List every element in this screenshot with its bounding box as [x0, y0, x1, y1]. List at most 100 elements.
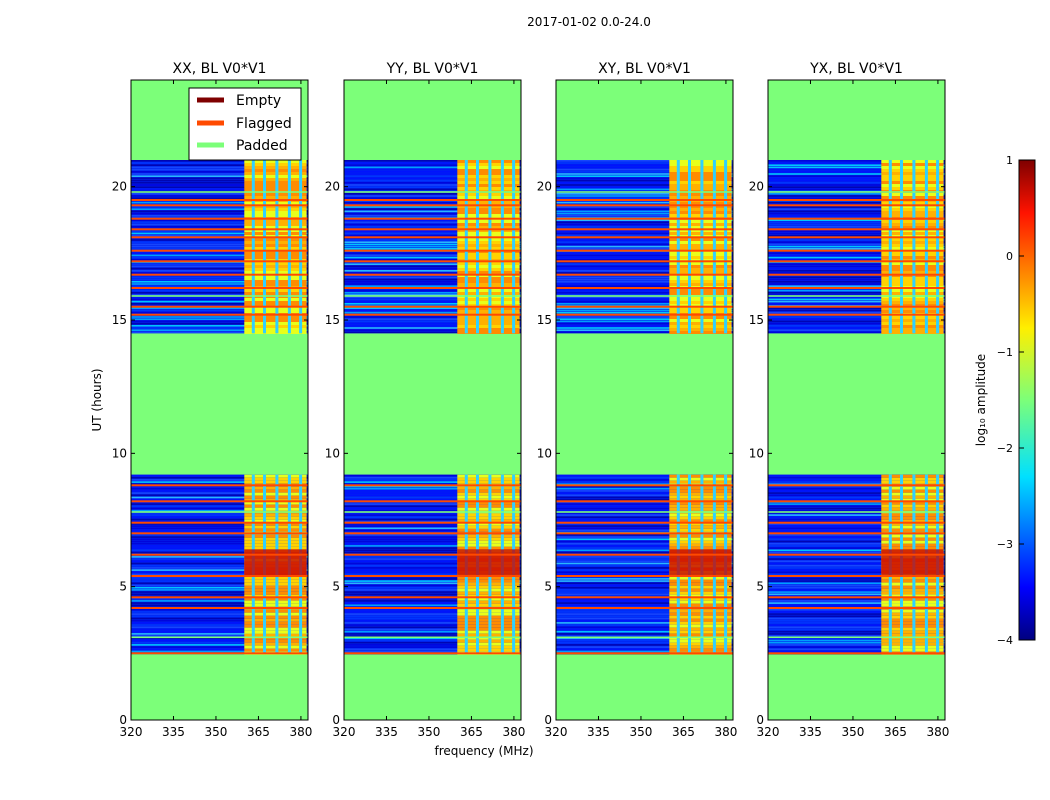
spectrum-row — [556, 256, 733, 259]
spectrum-row — [131, 182, 308, 184]
spectrum-row — [768, 628, 945, 631]
padded-row — [344, 511, 521, 513]
spectrum-row — [131, 197, 308, 199]
flagged-row — [131, 521, 308, 524]
spectrum-row — [344, 558, 521, 560]
spectrum-row — [556, 628, 733, 631]
padded-row — [344, 295, 521, 297]
flagged-row — [768, 500, 945, 503]
spectrum-row — [556, 602, 733, 604]
flagged-row — [344, 313, 521, 316]
flagged-row — [768, 273, 945, 276]
y-tick-label: 5 — [119, 580, 127, 594]
spectrum-row — [768, 562, 945, 565]
spectrum-row — [344, 263, 521, 265]
spectrum-row — [131, 256, 308, 259]
spectrum-row — [131, 243, 308, 246]
flagged-row — [344, 228, 521, 231]
rfi-channel-stripe — [712, 160, 716, 334]
spectrum-row — [768, 188, 945, 191]
panel-yy: YY, BL V0*V1 320 335 350 365 380 0 5 10 15 20 — [325, 61, 526, 739]
flagged-row — [556, 652, 733, 655]
spectrum-row — [131, 296, 308, 298]
padded-row — [344, 191, 521, 193]
spectrum-row — [556, 494, 733, 497]
spectrum-row — [131, 474, 308, 477]
spectrum-row — [344, 624, 521, 626]
spectrum-row — [768, 545, 945, 547]
spectrum-row — [131, 498, 308, 501]
panel-frame — [555, 79, 734, 721]
flagged-row — [344, 484, 521, 487]
spectrum-row — [768, 589, 945, 591]
spectrum-row — [344, 259, 521, 261]
spectrum-row — [344, 639, 521, 642]
spectrum-row — [768, 221, 945, 224]
y-tick-label: 20 — [749, 180, 764, 194]
flagged-row — [344, 575, 521, 577]
flagged-row — [556, 607, 733, 609]
spectrum-row — [768, 327, 945, 329]
legend: Empty Flagged Padded — [188, 87, 302, 161]
spectrum-row — [344, 320, 521, 323]
flagged-row — [131, 596, 308, 599]
spectrum-row — [131, 630, 308, 633]
y-tick-label: 20 — [325, 180, 340, 194]
flagged-row — [344, 204, 521, 207]
flagged-row — [556, 484, 733, 487]
spectrum-row — [768, 171, 945, 173]
spectrum-row — [556, 527, 733, 530]
rfi-strong-region — [457, 549, 520, 576]
spectrum-row — [344, 622, 521, 624]
spectrum-row — [131, 292, 308, 294]
spectrum-row — [556, 584, 733, 587]
rfi-channel-stripe — [500, 160, 504, 334]
spectrum-row — [768, 239, 945, 241]
spectrum-row — [131, 571, 308, 574]
spectrum-row — [344, 182, 521, 184]
spectrum-row — [344, 611, 521, 613]
spectrum-row — [344, 303, 521, 305]
spectrum-row — [768, 276, 945, 279]
spectrum-row — [344, 485, 521, 488]
data-block — [131, 160, 308, 334]
spectrum-row — [344, 283, 521, 285]
y-tick-label: 15 — [537, 313, 552, 327]
spectrum-row — [131, 545, 308, 547]
y-tick-label: 5 — [332, 580, 340, 594]
spectrum-row — [344, 329, 521, 331]
spectrum-row — [344, 525, 521, 527]
spectrum-row — [131, 322, 308, 325]
spectrum-row — [768, 316, 945, 318]
padded-row — [344, 636, 521, 639]
flagged-row — [556, 228, 733, 231]
spectrum-row — [768, 523, 945, 525]
spectrum-row — [768, 283, 945, 285]
spectrum-row — [556, 538, 733, 541]
spectrum-row — [131, 267, 308, 270]
spectrum-row — [131, 215, 308, 217]
spectrum-row — [768, 582, 945, 585]
flagged-row — [556, 249, 733, 252]
spectrum-row — [344, 644, 521, 646]
flagged-row — [131, 236, 308, 239]
spectrum-row — [131, 639, 308, 642]
spectrum-row — [556, 168, 733, 171]
spectrum-row — [131, 617, 308, 620]
spectrum-row — [131, 177, 308, 180]
spectrum-row — [344, 534, 521, 536]
spectrum-row — [556, 589, 733, 591]
spectrum-row — [556, 597, 733, 600]
spectrum-row — [556, 327, 733, 329]
spectrum-row — [768, 296, 945, 298]
spectrum-row — [131, 219, 308, 221]
flagged-row — [556, 204, 733, 207]
rfi-strong-region — [669, 549, 732, 576]
spectrum-row — [131, 329, 308, 331]
spectrum-row — [556, 619, 733, 622]
flagged-row — [344, 607, 521, 609]
spectrum-row — [344, 184, 521, 186]
spectrum-row — [131, 316, 308, 318]
spectrum-row — [768, 494, 945, 497]
spectrum-row — [556, 193, 733, 195]
